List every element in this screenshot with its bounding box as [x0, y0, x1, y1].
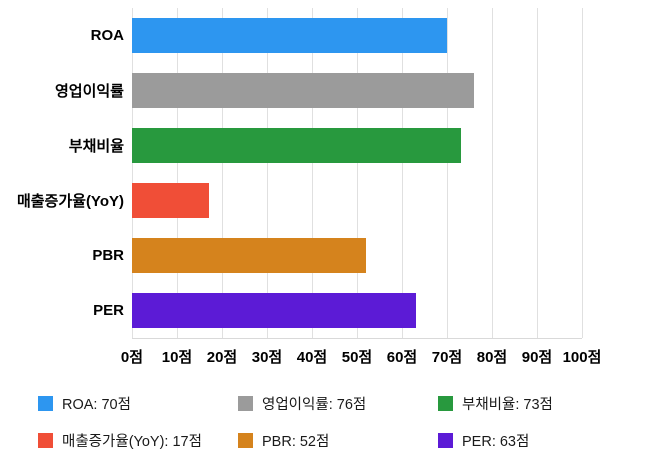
legend-item: 영업이익률: 76점 — [238, 393, 438, 414]
bar-row — [132, 118, 582, 173]
legend-label: PER: 63점 — [462, 434, 530, 450]
gridline — [582, 8, 583, 338]
gridline — [357, 8, 358, 338]
legend-swatch-icon — [438, 396, 453, 411]
legend-label: 부채비율: 73점 — [462, 397, 553, 413]
legend-swatch-icon — [238, 433, 253, 448]
legend-label: 매출증가율(YoY): 17점 — [62, 434, 202, 450]
x-tick-label: 40점 — [296, 349, 328, 366]
x-tick-label: 90점 — [521, 349, 553, 366]
x-tick-label: 0점 — [120, 349, 144, 366]
bar-ROA — [132, 18, 447, 53]
bar-row — [132, 8, 582, 63]
bar-row — [132, 63, 582, 118]
legend-item: ROA: 70점 — [38, 393, 238, 414]
gridline — [267, 8, 268, 338]
y-axis-label: PER — [93, 302, 124, 319]
x-tick-label: 50점 — [341, 349, 373, 366]
legend-label: ROA: 70점 — [62, 397, 131, 413]
legend-label: PBR: 52점 — [262, 434, 330, 450]
x-tick-label: 10점 — [161, 349, 193, 366]
gridline — [447, 8, 448, 338]
legend-item: 매출증가율(YoY): 17점 — [38, 430, 238, 450]
plot-area — [132, 8, 583, 339]
legend-swatch-icon — [238, 396, 253, 411]
gridline — [537, 8, 538, 338]
gridline — [402, 8, 403, 338]
x-axis: 0점 10점 20점 30점 40점 50점 60점 70점 80점 90점 100점 — [121, 339, 601, 366]
gridline — [177, 8, 178, 338]
bar-영업이익률 — [132, 73, 474, 108]
gridline — [312, 8, 313, 338]
legend-swatch-icon — [438, 433, 453, 448]
x-tick-label: 100점 — [562, 349, 602, 366]
y-axis-label: PBR — [92, 247, 124, 264]
bar-PBR — [132, 238, 366, 273]
gridline — [492, 8, 493, 338]
legend-item: PBR: 52점 — [238, 430, 438, 450]
bar-row — [132, 173, 582, 228]
bar-row — [132, 228, 582, 283]
gridline — [132, 8, 133, 338]
gridline — [222, 8, 223, 338]
x-tick-label: 80점 — [476, 349, 508, 366]
x-tick-label: 70점 — [431, 349, 463, 366]
x-tick-label: 60점 — [386, 349, 418, 366]
bar-매출증가율(YoY) — [132, 183, 209, 218]
y-axis-label: ROA — [90, 27, 124, 44]
legend-item: 부채비율: 73점 — [438, 393, 638, 414]
legend-item: PER: 63점 — [438, 430, 638, 450]
legend-swatch-icon — [38, 396, 53, 411]
legend-label: 영업이익률: 76점 — [262, 397, 367, 413]
bar-부채비율 — [132, 128, 461, 163]
y-axis-label: 영업이익률 — [54, 83, 124, 100]
legend-swatch-icon — [38, 433, 53, 448]
bar-PER — [132, 293, 416, 328]
y-axis-label: 매출증가율(YoY) — [16, 193, 124, 210]
y-axis-label: 부채비율 — [68, 138, 124, 155]
bar-row — [132, 283, 582, 338]
x-tick-label: 20점 — [206, 349, 238, 366]
x-tick-label: 30점 — [251, 349, 283, 366]
